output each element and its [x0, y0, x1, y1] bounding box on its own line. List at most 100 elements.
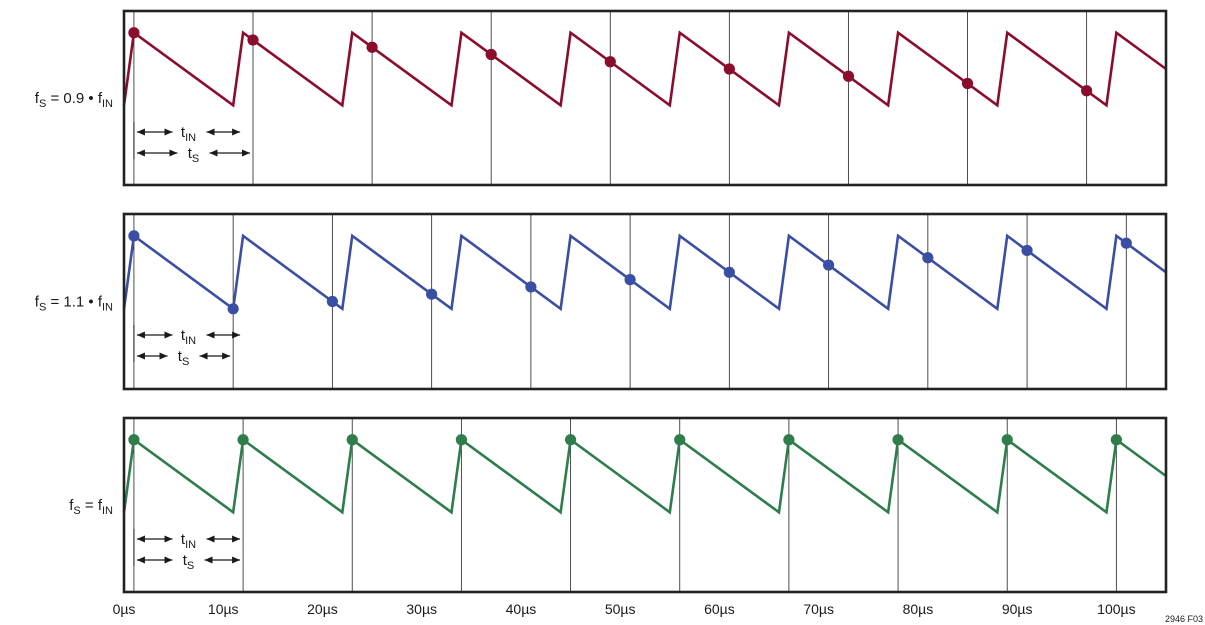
tin-label-fast: tIN — [181, 327, 196, 347]
tin-arrow-left-equal-head-right — [164, 535, 173, 543]
ts-arrow-right-fast-head-right — [222, 352, 231, 360]
x-tick-label-3: 30µs — [406, 601, 437, 617]
sample-point-fast-3 — [426, 288, 438, 300]
ts-label-t: t — [178, 348, 183, 365]
panel-label-mid: = 0.9 • f — [46, 90, 103, 107]
ts-label-fast: tS — [178, 348, 190, 368]
ts-arrow-left-slow-head-right — [169, 149, 178, 157]
panel-label-mid: = 1.1 • f — [46, 294, 103, 311]
sample-point-slow-8 — [1081, 85, 1093, 97]
tin-arrow-left-fast-head-right — [164, 331, 173, 339]
tin-arrow-right-fast-head-right — [232, 331, 241, 339]
panel-label-main: f — [35, 90, 40, 107]
sample-point-equal-7 — [892, 434, 904, 446]
ts-arrow-left-fast-head-left — [136, 352, 145, 360]
x-tick-label-7: 70µs — [803, 601, 834, 617]
sample-point-equal-4 — [564, 434, 577, 446]
sample-point-equal-6 — [783, 434, 795, 446]
tin-label-sub: IN — [185, 132, 196, 144]
panel-label-sub-s: S — [39, 302, 46, 314]
sample-point-equal-8 — [1001, 434, 1013, 446]
panel-frame-equal — [122, 416, 1168, 594]
panel-frame-fast — [122, 212, 1168, 391]
x-tick-label-1: 10µs — [208, 601, 239, 617]
x-tick-label-10: 100µs — [1097, 601, 1135, 617]
sample-point-slow-5 — [723, 63, 735, 75]
panel-label-main: f — [35, 294, 40, 311]
ts-label-sub: S — [182, 356, 189, 368]
tin-arrow-right-slow-head-right — [232, 128, 241, 136]
panel-frame-slow — [122, 9, 1168, 187]
ts-label-sub: S — [187, 560, 194, 572]
sample-point-slow-4 — [604, 56, 616, 68]
ts-label-t: t — [188, 145, 193, 162]
ts-arrow-right-equal-head-right — [232, 556, 241, 564]
ts-label-t: t — [183, 552, 188, 569]
panel-label-sub-s: S — [39, 98, 46, 110]
panel-label-sub-s: S — [73, 505, 80, 517]
ts-arrow-right-slow-head-right — [242, 149, 251, 157]
ts-arrow-left-equal-head-left — [136, 556, 145, 564]
panel-label-slow: fS = 0.9 • fIN — [35, 90, 113, 110]
sample-point-slow-7 — [961, 77, 974, 90]
tin-arrow-left-equal-head-left — [136, 535, 145, 543]
x-tick-label-9: 90µs — [1002, 601, 1033, 617]
ts-arrow-right-slow-head-left — [209, 149, 218, 157]
ts-label-sub: S — [192, 153, 199, 165]
panel-label-mid: = f — [81, 497, 103, 514]
sample-point-fast-4 — [525, 281, 537, 293]
tin-label-sub: IN — [185, 335, 196, 347]
ts-label-equal: tS — [183, 552, 195, 572]
tin-label-t: t — [181, 124, 186, 141]
sample-point-fast-5 — [624, 274, 636, 286]
x-tick-label-8: 80µs — [903, 601, 934, 617]
sample-point-equal-9 — [1110, 434, 1122, 446]
tin-arrow-left-fast-head-left — [136, 331, 145, 339]
panel-label-sub-in: IN — [102, 98, 113, 110]
x-tick-label-0: 0µs — [113, 601, 136, 617]
panel-label-fast: fS = 1.1 • fIN — [35, 294, 113, 314]
panel-label-sub-in: IN — [102, 505, 113, 517]
ts-arrow-right-equal-head-left — [204, 556, 213, 564]
sample-point-equal-1 — [237, 434, 249, 446]
sample-point-fast-2 — [326, 295, 338, 308]
sample-point-slow-6 — [842, 70, 855, 82]
sample-point-fast-0 — [128, 230, 140, 242]
x-tick-label-6: 60µs — [704, 601, 735, 617]
figure-id-label: 2946 F03 — [1165, 614, 1203, 624]
panel-label-main: f — [69, 497, 74, 514]
sample-point-fast-9 — [1021, 244, 1033, 257]
ts-label-slow: tS — [188, 145, 200, 165]
sample-point-fast-8 — [922, 252, 934, 264]
tin-label-t: t — [181, 327, 186, 344]
ts-arrow-left-slow-head-left — [136, 149, 145, 157]
tin-arrow-right-equal-head-right — [232, 535, 241, 543]
x-tick-label-5: 50µs — [605, 601, 636, 617]
sample-point-slow-1 — [247, 34, 259, 46]
x-axis: 0µs 10µs 20µs 30µs 40µs 50µs 60µs 70µs 80µs 90µs 1… — [113, 601, 1136, 617]
ts-arrow-right-fast-head-left — [199, 352, 208, 360]
sample-point-equal-3 — [455, 434, 468, 446]
sample-point-equal-0 — [128, 434, 140, 446]
sample-point-slow-2 — [366, 41, 378, 53]
ts-arrow-left-fast-head-right — [159, 352, 168, 360]
x-tick-label-4: 40µs — [506, 601, 537, 617]
tin-arrow-left-slow-head-left — [136, 128, 145, 136]
sample-point-fast-6 — [723, 266, 735, 278]
waveform-slow — [122, 30, 1167, 108]
waveform-equal — [122, 437, 1167, 515]
tin-arrow-right-equal-head-left — [206, 535, 215, 543]
tin-arrow-right-fast-head-left — [206, 331, 215, 339]
panel-label-sub-in: IN — [102, 302, 113, 314]
sample-point-fast-10 — [1120, 237, 1132, 249]
sample-point-slow-0 — [128, 27, 140, 39]
tin-label-equal: tIN — [181, 531, 196, 551]
panel-label-equal: fS = fIN — [69, 497, 113, 517]
waveform-fast — [122, 233, 1167, 312]
sample-point-fast-1 — [227, 303, 239, 315]
